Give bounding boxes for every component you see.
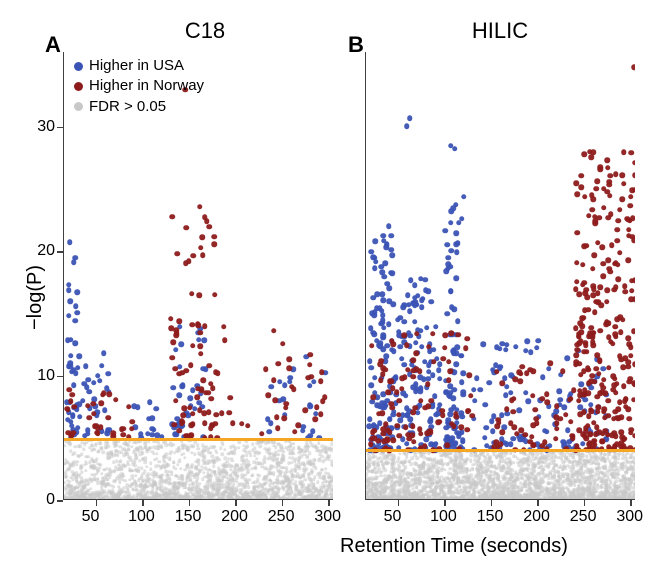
legend-label: FDR > 0.05 [89,97,166,117]
panel-title-b: HILIC [460,18,540,44]
y-tick-label: 30 [37,118,55,136]
scatter-plot-c18 [63,52,333,500]
x-tick-label: 150 [477,508,504,526]
legend-marker-icon [74,102,83,111]
x-tick-label: 200 [523,508,550,526]
y-tick-label: 20 [37,242,55,260]
x-tick-label: 50 [82,508,100,526]
x-tick [189,500,191,506]
x-tick-label: 250 [570,508,597,526]
x-tick [491,500,493,506]
scatter-plot-hilic [365,52,635,500]
x-tick [537,500,539,506]
x-tick-label: 100 [430,508,457,526]
legend: Higher in USAHigher in NorwayFDR > 0.05 [74,56,204,117]
x-tick-label: 100 [128,508,155,526]
legend-marker-icon [74,62,83,71]
plot-area-a [64,52,333,499]
x-tick [630,500,632,506]
x-tick [142,500,144,506]
x-tick [282,500,284,506]
x-tick-label: 50 [384,508,402,526]
y-tick-label: 10 [37,367,55,385]
x-tick [235,500,237,506]
legend-item: Higher in Norway [74,76,204,96]
figure: C18 HILIC A B −log(P) Retention Time (se… [0,0,666,575]
y-tick [57,500,63,502]
x-tick-label: 250 [268,508,295,526]
plot-area-b [366,52,635,499]
x-tick [328,500,330,506]
x-tick-label: 150 [175,508,202,526]
legend-item: Higher in USA [74,56,204,76]
panel-label-b: B [348,32,364,58]
x-tick [96,500,98,506]
x-tick-label: 300 [314,508,341,526]
y-axis-label: −log(P) [24,265,47,330]
x-axis-label: Retention Time (seconds) [340,535,568,558]
x-tick-label: 200 [221,508,248,526]
y-tick [57,251,63,253]
legend-item: FDR > 0.05 [74,97,204,117]
legend-label: Higher in USA [89,56,184,76]
legend-label: Higher in Norway [89,76,204,96]
panel-title-a: C18 [165,18,245,44]
x-tick [398,500,400,506]
y-tick [57,376,63,378]
x-tick [584,500,586,506]
legend-marker-icon [74,82,83,91]
panel-label-a: A [45,32,61,58]
x-tick-label: 300 [616,508,643,526]
y-tick-label: 0 [46,491,55,509]
x-tick [444,500,446,506]
y-tick [57,127,63,129]
